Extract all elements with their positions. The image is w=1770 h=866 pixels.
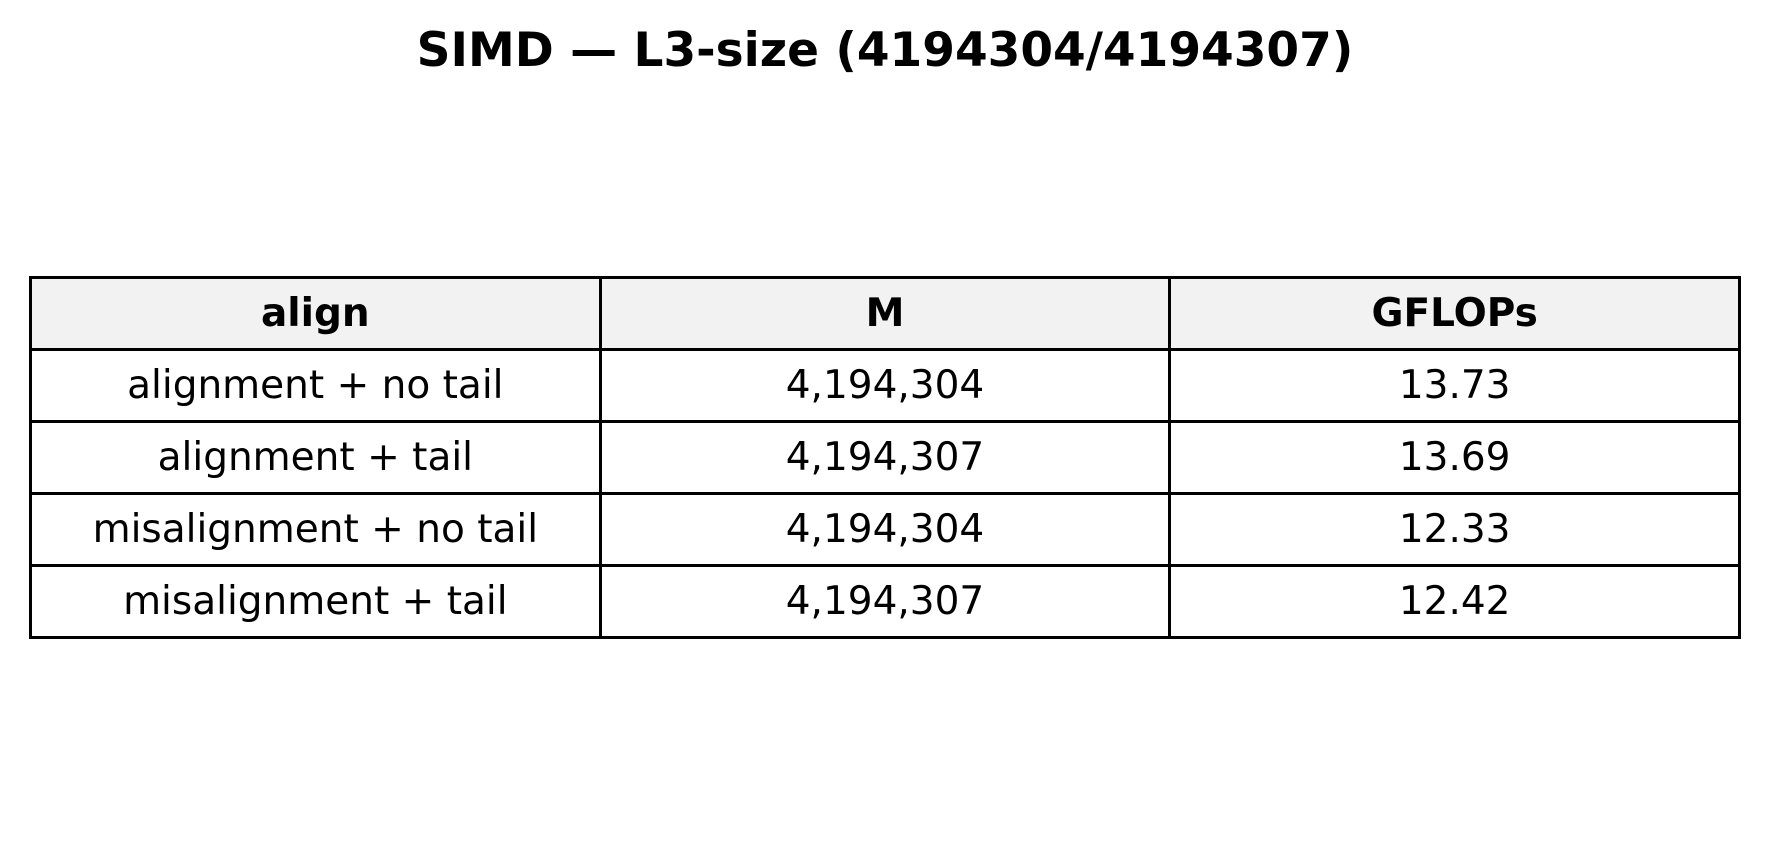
table-row: misalignment + no tail 4,194,304 12.33 <box>29 492 1741 567</box>
column-header-m: M <box>598 276 1172 351</box>
table-row: alignment + no tail 4,194,304 13.73 <box>29 348 1741 423</box>
cell-m: 4,194,304 <box>598 492 1172 567</box>
column-header-align: align <box>29 276 602 351</box>
column-header-gflops: GFLOPs <box>1168 276 1741 351</box>
cell-align: alignment + no tail <box>29 348 602 423</box>
table-row: misalignment + tail 4,194,307 12.42 <box>29 564 1741 639</box>
cell-align: alignment + tail <box>29 420 602 495</box>
chart-title: SIMD — L3-size (4194304/4194307) <box>416 23 1354 78</box>
cell-m: 4,194,304 <box>598 348 1172 423</box>
cell-gflops: 12.33 <box>1168 492 1741 567</box>
cell-align: misalignment + no tail <box>29 492 602 567</box>
table-row: alignment + tail 4,194,307 13.69 <box>29 420 1741 495</box>
cell-gflops: 13.69 <box>1168 420 1741 495</box>
cell-m: 4,194,307 <box>598 420 1172 495</box>
cell-align: misalignment + tail <box>29 564 602 639</box>
cell-gflops: 13.73 <box>1168 348 1741 423</box>
cell-gflops: 12.42 <box>1168 564 1741 639</box>
table-header-row: align M GFLOPs <box>29 276 1741 351</box>
results-table: align M GFLOPs alignment + no tail 4,194… <box>29 276 1741 639</box>
cell-m: 4,194,307 <box>598 564 1172 639</box>
